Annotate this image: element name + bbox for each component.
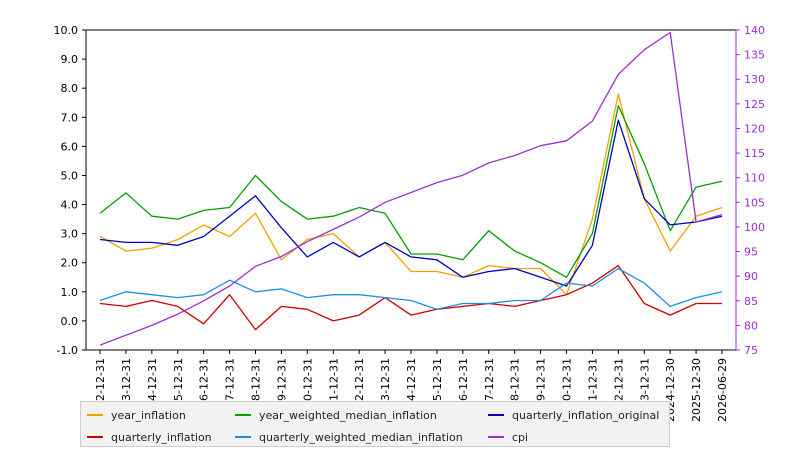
right-y-axis: 75 80 85 90 95 100 105 110 115 120 125 130 135 140	[735, 24, 765, 357]
x-tick-label: 2-12-31	[94, 358, 107, 401]
legend-label: quarterly_weighted_median_inflation	[259, 430, 463, 444]
right-tick-label: 130	[744, 73, 765, 86]
legend-swatch	[87, 436, 103, 438]
x-tick-label: 3-12-31	[638, 358, 651, 401]
legend-swatch	[235, 414, 251, 416]
x-tick-label: 8-12-31	[250, 358, 263, 401]
right-tick-label: 120	[744, 122, 765, 135]
x-tick-label: 6-12-31	[457, 358, 470, 401]
x-tick-label: 7-12-31	[224, 358, 237, 401]
legend-swatch	[488, 436, 504, 438]
left-tick-label: 0.0	[61, 315, 79, 328]
left-y-axis: -1.0 0.0 1.0 2.0 3.0 4.0 5.0 6.0 7.0 8.0 9.0 10.0	[54, 24, 86, 357]
x-tick-label: 2-12-31	[612, 358, 625, 401]
x-tick-label: 2025-12-30	[690, 358, 703, 422]
series-line-quarterly-inflation-original	[99, 119, 723, 287]
legend-swatch	[235, 436, 251, 438]
x-tick-label: 1-12-31	[586, 358, 599, 401]
x-tick-label: 8-12-31	[509, 358, 522, 401]
series-line-year-weighted-median-inflation	[99, 104, 723, 278]
x-tick-label: 4-12-31	[146, 358, 159, 401]
x-tick-label: 5-12-31	[431, 358, 444, 401]
right-tick-label: 95	[744, 246, 758, 259]
legend-item-quarterly-inflation-original: quarterly_inflation_original	[488, 406, 659, 424]
left-tick-label: 7.0	[61, 111, 79, 124]
legend: year_inflation year_weighted_median_infl…	[80, 401, 670, 447]
legend-label: quarterly_inflation_original	[512, 408, 660, 422]
x-tick-label: 6-12-31	[198, 358, 211, 401]
legend-item-year-inflation: year_inflation	[87, 406, 186, 424]
left-tick-label: 6.0	[61, 140, 79, 153]
legend-item-quarterly-inflation: quarterly_inflation	[87, 428, 212, 446]
right-tick-label: 100	[744, 221, 765, 234]
x-tick-label: 9-12-31	[275, 358, 288, 401]
right-tick-label: 90	[744, 270, 758, 283]
right-tick-label: 125	[744, 98, 765, 111]
x-tick-label: 9-12-31	[535, 358, 548, 401]
x-tick-label: 3-12-31	[379, 358, 392, 401]
legend-item-cpi: cpi	[488, 428, 528, 446]
plot-frame	[85, 29, 737, 351]
left-tick-label: 8.0	[61, 82, 79, 95]
series-line-quarterly-weighted-median-inflation	[99, 267, 723, 310]
legend-label: cpi	[512, 430, 529, 444]
legend-swatch	[87, 414, 103, 416]
x-tick-label: 0-12-31	[301, 358, 314, 401]
x-tick-label: 2026-06-29	[716, 358, 729, 422]
right-tick-label: 75	[744, 344, 758, 357]
left-tick-label: 10.0	[54, 24, 79, 37]
right-tick-label: 140	[744, 24, 765, 37]
x-tick-label: 1-12-31	[327, 358, 340, 401]
left-tick-label: 3.0	[61, 228, 79, 241]
series-line-quarterly-inflation	[99, 264, 722, 331]
plot-area	[99, 31, 723, 346]
left-tick-label: -1.0	[57, 344, 78, 357]
x-tick-label: 2-12-31	[353, 358, 366, 401]
left-tick-label: 5.0	[61, 169, 79, 182]
x-tick-label: 3-12-31	[120, 358, 133, 401]
series-line-year-inflation	[99, 93, 723, 296]
x-tick-label: 0-12-31	[561, 358, 574, 401]
axes	[85, 29, 737, 351]
right-tick-label: 105	[744, 196, 765, 209]
left-tick-label: 2.0	[61, 257, 79, 270]
legend-item-year-weighted-median-inflation: year_weighted_median_inflation	[235, 406, 437, 424]
right-tick-label: 115	[744, 147, 765, 160]
legend-label: year_inflation	[111, 408, 186, 422]
right-tick-label: 80	[744, 319, 758, 332]
series-line-cpi	[99, 31, 723, 346]
legend-item-quarterly-weighted-median-inflation: quarterly_weighted_median_inflation	[235, 428, 463, 446]
x-tick-label: 5-12-31	[172, 358, 185, 401]
left-tick-label: 4.0	[61, 199, 79, 212]
x-axis: 2-12-31 3-12-31 4-12-31 5-12-31 6-12-31 7-12-…	[94, 350, 729, 422]
left-tick-label: 1.0	[61, 286, 79, 299]
right-tick-label: 135	[744, 49, 765, 62]
legend-label: quarterly_inflation	[111, 430, 212, 444]
legend-label: year_weighted_median_inflation	[259, 408, 437, 422]
legend-swatch	[488, 414, 504, 416]
x-tick-label: 4-12-31	[405, 358, 418, 401]
right-tick-label: 85	[744, 295, 758, 308]
left-tick-label: 9.0	[61, 53, 79, 66]
x-tick-label: 7-12-31	[483, 358, 496, 401]
right-tick-label: 110	[744, 172, 765, 185]
